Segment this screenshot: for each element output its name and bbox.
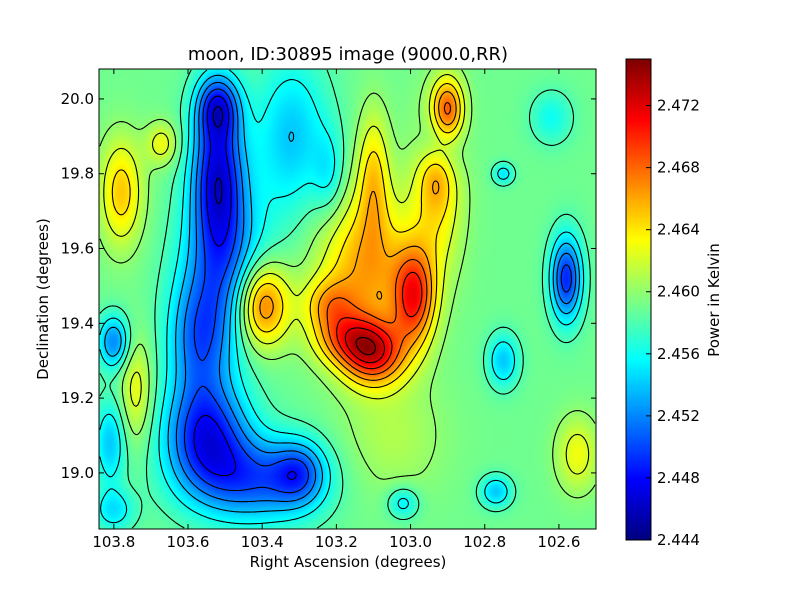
contour-line <box>175 81 577 503</box>
colorbar-ticks: 2.444 2.448 2.452 2.456 2.460 2.464 2.468 2.472 <box>646 97 700 549</box>
x-tick-label: 102.6 <box>537 533 580 551</box>
colorbar-tick-label: 2.468 <box>657 159 700 177</box>
x-tick-label: 103.4 <box>241 533 284 551</box>
y-tick-label: 19.4 <box>61 314 94 332</box>
contour-line <box>183 88 572 494</box>
contour-line <box>104 74 580 513</box>
colorbar-tick-label: 2.460 <box>657 283 700 301</box>
contour-line <box>103 74 590 475</box>
contour-line <box>355 336 376 356</box>
y-tick-label: 19.2 <box>61 389 94 407</box>
x-tick-label: 103.8 <box>92 533 135 551</box>
x-axis: 103.8 103.6 103.4 103.2 103.0 102.8 102.6 <box>92 69 580 551</box>
contour-line <box>259 91 457 381</box>
chart-title: moon, ID:30895 image (9000.0,RR) <box>188 44 508 65</box>
contour-line <box>111 83 461 389</box>
colorbar-tick-label: 2.444 <box>657 531 700 549</box>
colorbar-label: Power in Kelvin <box>705 243 723 357</box>
colorbar-tick-label: 2.456 <box>657 345 700 363</box>
contour-line <box>212 105 224 205</box>
contour-line <box>193 95 297 480</box>
contour-line <box>99 69 585 525</box>
contour-line <box>99 69 591 529</box>
colorbar-tick-label: 2.448 <box>657 469 700 487</box>
contour-line <box>344 327 386 364</box>
contour-layer <box>99 69 596 529</box>
y-tick-label: 20.0 <box>61 90 94 108</box>
colorbar-frame <box>625 58 652 541</box>
contour-line <box>99 69 596 499</box>
contour-line <box>326 101 452 375</box>
colorbar: 2.444 2.448 2.452 2.456 2.460 2.464 2.468 2.472 <box>625 58 700 549</box>
heatmap-image <box>99 69 596 529</box>
x-axis-label: Right Ascension (degrees) <box>250 553 447 571</box>
x-tick-label: 103.2 <box>315 533 358 551</box>
y-axis: 19.0 19.2 19.4 19.6 19.8 20.0 <box>61 90 596 482</box>
y-axis-label: Declination (degrees) <box>34 218 52 380</box>
colorbar-tick-label: 2.472 <box>657 97 700 115</box>
x-tick-label: 103.0 <box>389 533 432 551</box>
x-tick-label: 103.6 <box>167 533 210 551</box>
y-tick-label: 19.6 <box>61 240 94 258</box>
colorbar-tick-label: 2.464 <box>657 221 700 239</box>
contour-line <box>336 271 423 370</box>
plot-frame <box>98 68 597 530</box>
y-tick-label: 19.0 <box>61 464 94 482</box>
colorbar-tick-label: 2.452 <box>657 407 700 425</box>
plot-area: 103.8 103.6 103.4 103.2 103.0 102.8 102.6 19.0… <box>61 68 597 551</box>
x-tick-label: 102.8 <box>463 533 506 551</box>
colorbar-gradient <box>626 59 651 540</box>
y-tick-label: 19.8 <box>61 165 94 183</box>
